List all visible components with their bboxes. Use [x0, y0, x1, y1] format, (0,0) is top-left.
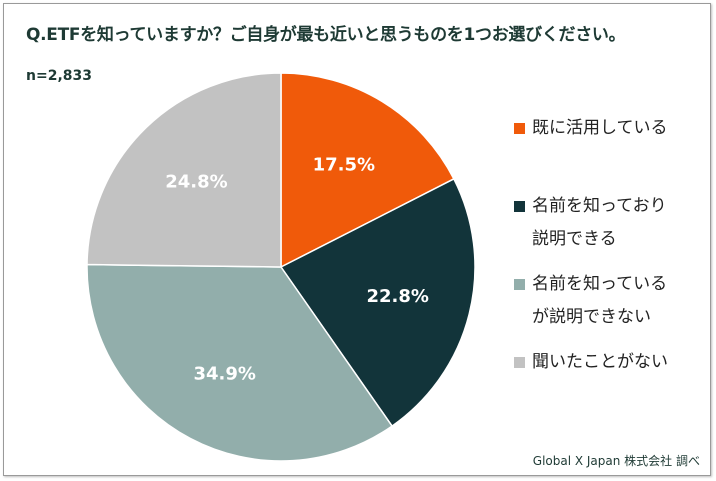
- legend-label-can-explain-line2: 説明できる: [532, 229, 617, 249]
- pie-slice-never-heard: [86, 72, 282, 268]
- source-note: Global X Japan 株式会社 調べ: [532, 454, 700, 468]
- pie-slice-can-explain: [279, 177, 476, 428]
- legend-label-never-heard: 聞いたことがない: [532, 352, 668, 372]
- legend-swatch-already-using: [514, 123, 525, 134]
- legend-label-can-explain-line1: 名前を知っており: [532, 196, 667, 216]
- legend-label-cannot-explain-line1: 名前を知っている: [532, 274, 668, 294]
- legend-swatch-can-explain: [514, 201, 525, 212]
- pie-slice-already-using: [280, 72, 455, 269]
- chart-title: Q.ETFを知っていますか？ご自身が最も近いと思うものを1つお選びください。: [26, 25, 626, 45]
- sample-size-label: n=2,833: [26, 68, 92, 84]
- legend-label-cannot-explain-line2: が説明できない: [532, 307, 651, 327]
- pie-slice-cannot-explain: [86, 263, 394, 462]
- pie-label-never-heard: 24.8%: [165, 171, 227, 192]
- legend-swatch-never-heard: [514, 357, 525, 368]
- pie-slices: [86, 72, 476, 462]
- pie-slice-labels: 17.5% 22.8% 34.9% 24.8%: [165, 154, 429, 384]
- legend-swatch-cannot-explain: [514, 279, 525, 290]
- pie-label-already-using: 17.5%: [313, 154, 375, 175]
- pie-label-cannot-explain: 34.9%: [193, 363, 255, 384]
- legend-label-already-using: 既に活用している: [532, 118, 668, 138]
- pie-label-can-explain: 22.8%: [366, 286, 428, 307]
